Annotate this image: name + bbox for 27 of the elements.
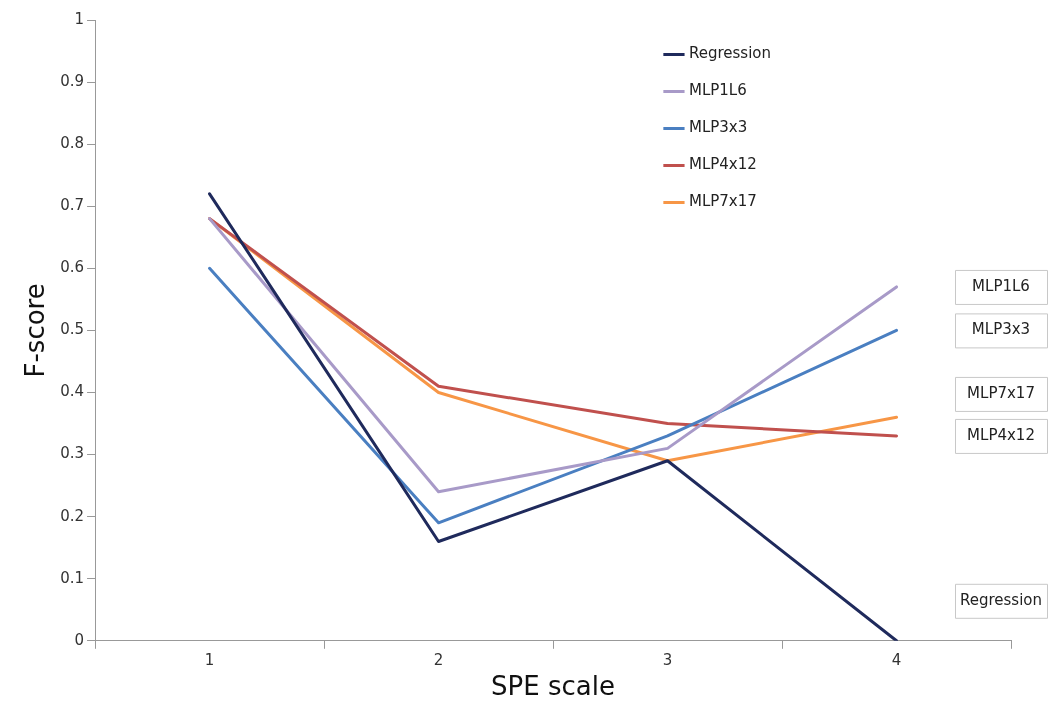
y-tick-label: 0.6 [60, 258, 85, 277]
legend-label: MLP7x17 [688, 192, 757, 211]
legend-label: MLP3x3 [688, 118, 748, 137]
y-tick-label: 0 [74, 630, 85, 649]
y-tick-label: 0.7 [60, 196, 85, 215]
legend-label: Regression [688, 44, 771, 63]
text: MLP3x3 [971, 320, 1031, 339]
y-axis-title: F-score [20, 283, 51, 378]
text: MLP1L6 [972, 276, 1030, 295]
text: MLP7x17 [967, 383, 1035, 402]
y-tick-label: 0.4 [60, 382, 85, 401]
x-tick-label: 3 [662, 650, 673, 669]
y-tick-label: 1 [74, 9, 85, 28]
x-tick-label: 1 [204, 650, 215, 669]
y-tick-label: 0.2 [60, 506, 85, 525]
legend-label: MLP4x12 [688, 155, 757, 174]
y-tick-label: 0.1 [60, 568, 85, 587]
text: MLP4x12 [967, 425, 1035, 444]
y-tick-label: 0.9 [60, 71, 85, 90]
x-tick-label: 2 [433, 650, 444, 669]
y-tick-label: 0.3 [60, 444, 85, 463]
text: Regression [959, 590, 1043, 609]
legend-label: MLP1L6 [688, 81, 747, 100]
y-tick-label: 0.5 [60, 320, 85, 339]
x-axis-title: SPE scale [491, 671, 615, 702]
x-tick-label: 4 [891, 650, 902, 669]
y-tick-label: 0.8 [60, 134, 85, 153]
